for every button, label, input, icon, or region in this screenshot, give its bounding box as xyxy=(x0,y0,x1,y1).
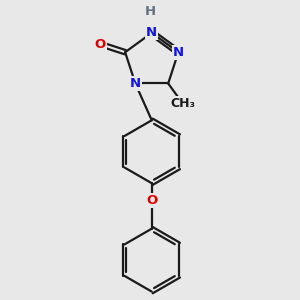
Text: N: N xyxy=(146,26,157,39)
Text: N: N xyxy=(130,77,141,90)
Text: CH₃: CH₃ xyxy=(170,97,195,110)
Text: O: O xyxy=(146,194,158,207)
Text: O: O xyxy=(94,38,106,51)
Text: N: N xyxy=(173,46,184,59)
Text: H: H xyxy=(144,4,156,17)
